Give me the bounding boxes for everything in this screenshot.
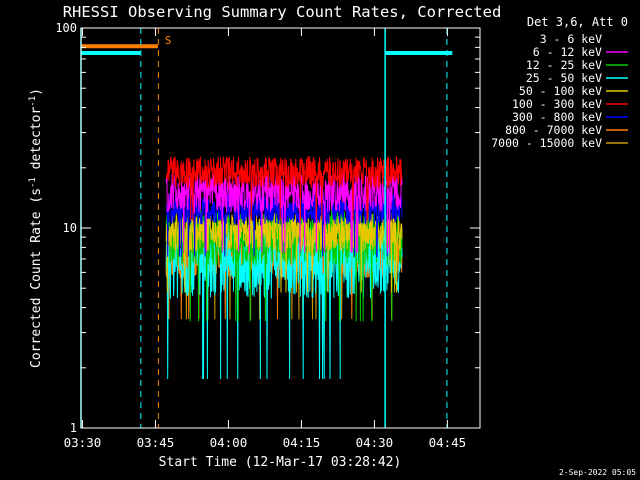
legend-label-4: 50 - 100 keV xyxy=(519,84,602,98)
axis-ticks: 03:30 03:45 04:00 04:15 04:30 04:45 1 10 100 xyxy=(55,21,480,450)
y-axis-label: Corrected Count Rate (s-1 detector-1) xyxy=(28,88,44,368)
legend-label-5: 100 - 300 keV xyxy=(512,97,602,111)
legend-title: Det 3,6, Att 0 xyxy=(527,15,628,29)
chart-title: RHESSI Observing Summary Count Rates, Co… xyxy=(63,3,502,21)
legend-label-2: 12 - 25 keV xyxy=(526,58,602,72)
legend-label-0: 3 - 6 keV xyxy=(540,32,602,46)
legend-label-6: 300 - 800 keV xyxy=(512,110,602,124)
x-tick-label-4: 04:30 xyxy=(356,435,394,450)
y-axis-label-exp2: -1 xyxy=(28,96,38,107)
y-axis-label-exp1: -1 xyxy=(28,177,38,188)
series-line-0 xyxy=(165,58,403,146)
x-axis-label: Start Time (12-Mar-17 03:28:42) xyxy=(159,455,402,470)
legend-label-7: 800 - 7000 keV xyxy=(505,123,602,137)
x-tick-label-3: 04:15 xyxy=(283,435,321,450)
x-tick-label-1: 03:45 xyxy=(137,435,175,450)
y-axis-label-main: Corrected Count Rate (s xyxy=(29,188,44,368)
series-line-5 xyxy=(165,155,403,221)
x-tick-label-5: 04:45 xyxy=(429,435,467,450)
saa-marker-label: S xyxy=(165,34,172,47)
legend-label-8: 7000 - 15000 keV xyxy=(491,136,602,150)
x-tick-label-2: 04:00 xyxy=(210,435,248,450)
y-tick-label-2: 100 xyxy=(55,21,77,35)
y-tick-label-1: 10 xyxy=(63,221,77,235)
legend-label-3: 25 - 50 keV xyxy=(526,71,602,85)
timestamp: 2-Sep-2022 05:05 xyxy=(559,468,636,477)
plot-content: S xyxy=(80,28,453,428)
y-axis-label-detector: detector xyxy=(29,107,44,178)
y-axis-label-close: ) xyxy=(29,88,44,96)
legend-label-1: 6 - 12 keV xyxy=(533,45,602,59)
x-tick-label-0: 03:30 xyxy=(64,435,102,450)
y-tick-label-0: 1 xyxy=(70,421,77,435)
